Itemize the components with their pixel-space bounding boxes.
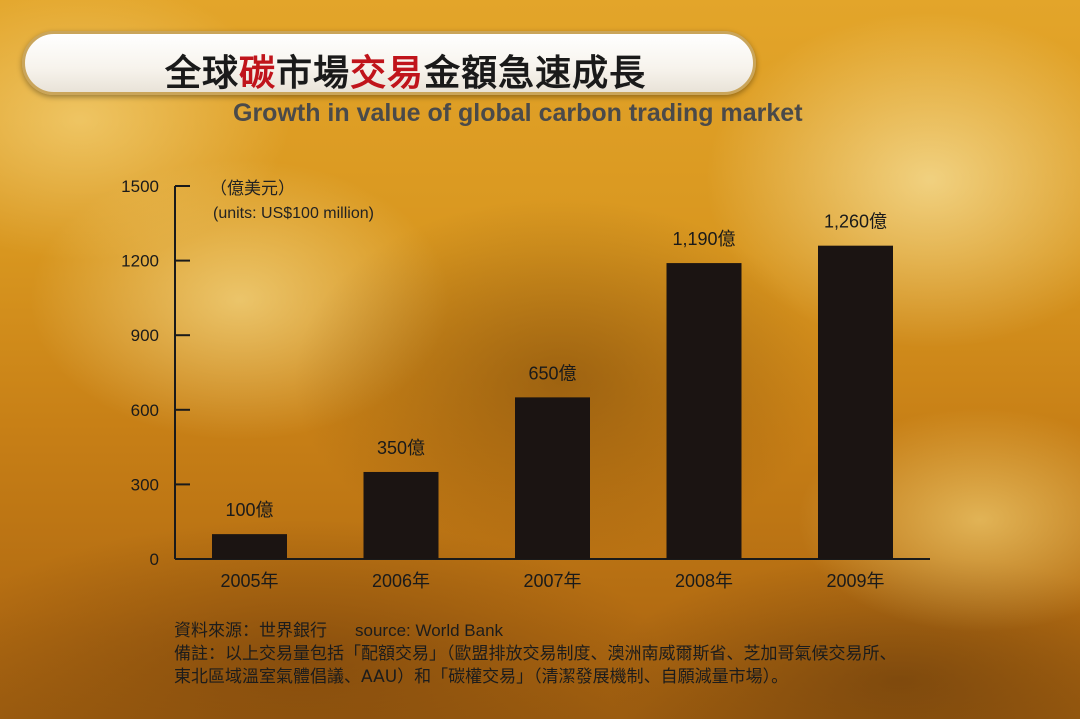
y-tick-label: 900 [131, 326, 159, 345]
title-part-1: 全球 [165, 52, 240, 94]
y-tick-label: 1200 [121, 252, 159, 271]
chart-subtitle: Growth in value of global carbon trading… [233, 99, 803, 127]
x-tick-label: 2007年 [523, 571, 581, 591]
data-label: 1,260億 [824, 212, 887, 232]
data-label: 650億 [528, 363, 576, 383]
bar [515, 397, 590, 559]
y-tick-label: 1500 [121, 177, 159, 196]
data-label: 350億 [377, 438, 425, 458]
y-tick-label: 300 [131, 475, 159, 494]
x-tick-label: 2005年 [220, 571, 278, 591]
data-label: 100億 [225, 500, 273, 520]
title-part-5: 金額急速成長 [424, 52, 647, 94]
data-label: 1,190億 [672, 229, 735, 249]
bar [363, 471, 439, 559]
title-part-3: 市場 [276, 52, 351, 94]
bar [666, 263, 742, 559]
bars [212, 245, 893, 559]
y-tick-label: 600 [131, 401, 159, 420]
labels: 100億 2005年 350億 2006年 650億 2007年 1,190億 2008年 1,… [220, 212, 887, 591]
x-tick-label: 2006年 [372, 571, 430, 591]
note-line-2: 東北區域溫室氣體倡議、AAU）和「碳權交易」（清潔發展機制、自願減量市場）。 [174, 667, 789, 687]
note-line-1: 備註：以上交易量包括「配額交易」（歐盟排放交易制度、澳洲南威爾斯省、芝加哥氣候交… [174, 644, 897, 664]
source-line: 資料來源：世界銀行 source: World Bank [174, 616, 503, 641]
title-banner: 全球碳市場交易金額急速成長 [22, 31, 756, 95]
title-part-2: 碳 [239, 52, 277, 94]
x-tick-label: 2009年 [826, 571, 884, 591]
x-tick-label: 2008年 [675, 571, 733, 591]
source-en: source: World Bank [355, 621, 504, 640]
chart-title: 全球碳市場交易金額急速成長 [165, 44, 646, 96]
y-tick-label: 0 [150, 550, 159, 569]
unit-label-en: (units: US$100 million) [213, 205, 374, 222]
title-part-4: 交易 [350, 52, 425, 94]
source-zh: 資料來源：世界銀行 [174, 621, 327, 641]
bar [212, 534, 287, 559]
bar [818, 245, 893, 559]
unit-label-zh: （億美元） [210, 179, 295, 199]
